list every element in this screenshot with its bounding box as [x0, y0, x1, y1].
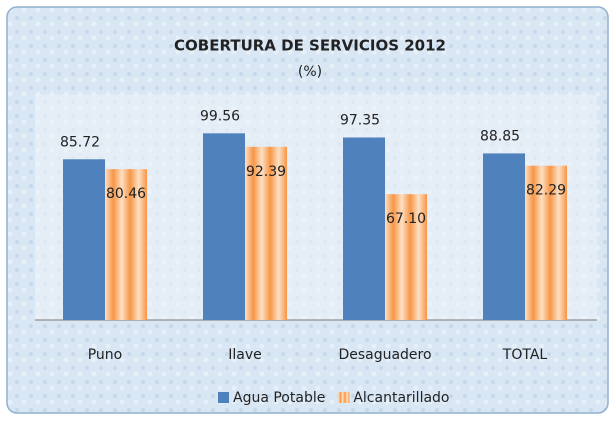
bar: [385, 194, 427, 320]
data-label: 97.35: [340, 112, 380, 128]
data-label: 85.72: [60, 134, 100, 150]
data-label: 92.39: [246, 164, 286, 180]
data-label: 80.46: [106, 186, 146, 202]
data-label: 67.10: [386, 211, 426, 227]
chart-subtitle: (%): [298, 64, 322, 80]
data-label: 99.56: [200, 108, 240, 124]
x-tick-label: Desaguadero: [338, 347, 431, 363]
bar: [525, 165, 567, 320]
legend-swatch: [218, 392, 229, 403]
bar: [63, 159, 105, 320]
bar: [105, 169, 147, 320]
legend-swatch: [338, 392, 350, 403]
bar: [343, 137, 385, 320]
x-tick-label: TOTAL: [502, 347, 548, 363]
x-tick-label: Puno: [88, 347, 123, 363]
x-tick-label: Ilave: [228, 347, 262, 363]
data-label: 82.29: [526, 183, 566, 199]
bar: [203, 133, 245, 320]
data-label: 88.85: [480, 128, 520, 144]
legend-label: Alcantarillado: [353, 390, 449, 406]
legend-label: Agua Potable: [233, 390, 325, 406]
bar: [483, 153, 525, 320]
bar: [245, 146, 287, 320]
chart-title: COBERTURA DE SERVICIOS 2012: [174, 37, 446, 55]
